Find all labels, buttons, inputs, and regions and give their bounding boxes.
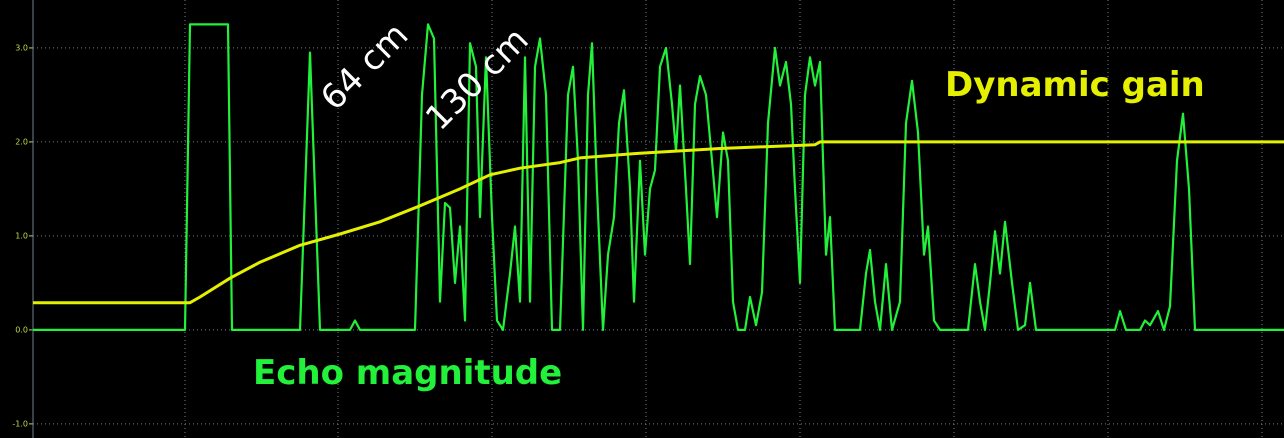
series-label: Dynamic gain [945, 65, 1205, 105]
y-tick-label: 1.0 [15, 231, 28, 240]
series-label: Echo magnitude [253, 353, 562, 393]
series-line [33, 23, 1284, 331]
plot: 3.0 2.0 1.0 0.0 -1.0 [12, 0, 1284, 438]
y-tick-label: 0.0 [15, 325, 28, 334]
series-line [33, 140, 1284, 305]
y-tick-label: 2.0 [15, 137, 28, 146]
y-tick-label: 3.0 [15, 43, 28, 52]
y-tick-label: -1.0 [12, 419, 28, 428]
